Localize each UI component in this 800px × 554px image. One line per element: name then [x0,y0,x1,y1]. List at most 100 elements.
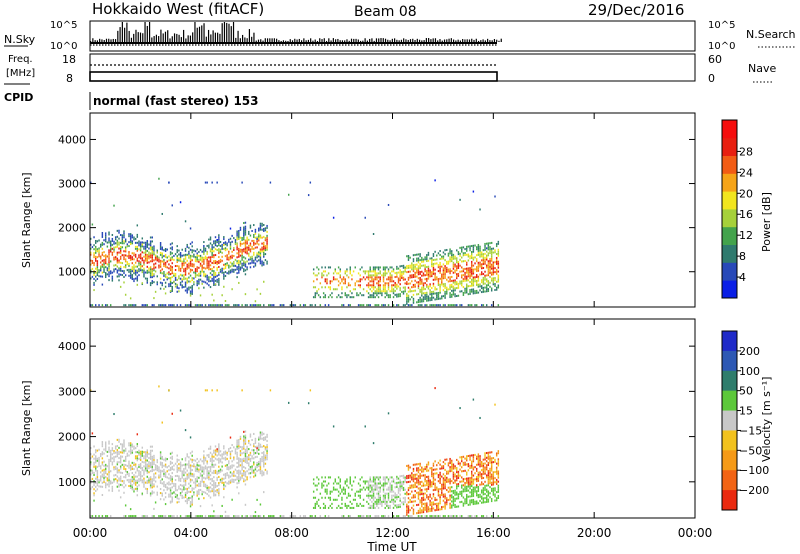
velocity-cell [134,463,137,466]
power-cell [494,195,496,198]
noise-bar [205,36,207,42]
power-cell [98,255,100,258]
power-cell [143,251,145,254]
power-cell [467,279,470,282]
power-cell [479,283,481,286]
velocity-cell [456,483,458,486]
power-cell [457,272,460,275]
power-cell [141,251,144,254]
power-cell [406,298,408,301]
power-cell [475,279,478,282]
power-cell [203,286,205,289]
power-cell [218,244,220,247]
velocity-cell [429,481,431,484]
velocity-cell [128,450,130,453]
power-cell [143,269,145,272]
velocity-cell [216,476,218,479]
velocity-cell [417,495,420,498]
velocity-cell [228,480,230,483]
velocity-cell [226,466,228,469]
power-cell [206,262,208,265]
velocity-cell [113,466,115,469]
power-cell [381,304,383,307]
power-cell [168,304,170,307]
velocity-cell [219,454,222,457]
velocity-cell [456,471,458,474]
velocity-cell [196,484,198,487]
velocity-cell [103,476,105,480]
power-cell [258,239,260,242]
power-cell [184,271,187,274]
noise-bar [217,32,219,42]
velocity-cell [118,457,120,460]
power-cell [101,235,104,238]
power-cell [429,297,431,300]
power-cell [414,253,416,256]
velocity-cell [118,485,120,488]
velocity-cell [426,502,428,505]
power-cell [322,292,325,295]
velocity-cell [96,449,99,452]
velocity-cell [444,501,446,504]
power-cell [394,289,396,292]
power-cell [184,277,187,280]
power-cell [228,264,230,267]
velocity-cell [432,478,435,481]
velocity-cell [111,447,114,450]
power-cell [495,256,498,259]
power-cell [444,259,446,262]
power-cell [176,249,178,252]
power-cell [124,264,127,267]
velocity-cell [208,488,210,491]
power-cell [472,250,475,253]
velocity-cell [144,457,147,460]
velocity-cell [426,490,428,493]
power-cell [226,304,228,307]
power-cell [258,304,260,307]
velocity-cell [96,474,99,477]
velocity-cell [243,459,245,462]
noise-bar [489,40,491,42]
power-cell [261,242,263,245]
power-cell [479,285,481,288]
velocity-cell [454,491,456,494]
velocity-cell [221,457,223,460]
power-cell [366,290,368,293]
power-cell [462,246,465,249]
power-cell [139,265,142,268]
power-cell [169,277,172,280]
velocity-cell [116,481,119,484]
velocity-cell [141,460,144,463]
velocity-cell [204,465,207,468]
velocity-cell [357,490,360,493]
power-cell [244,225,247,228]
power-cell [203,262,205,265]
velocity-cell [248,454,250,457]
power-cell [444,284,446,287]
noise-bar [105,38,108,42]
velocity-cell [236,486,238,489]
velocity-cell [374,476,376,479]
velocity-cell [189,468,192,471]
colorbar-tick-label: 4 [739,271,746,284]
velocity-cell [417,491,420,494]
power-cell [236,232,238,235]
power-cell [485,288,488,291]
power-cell [479,249,481,252]
power-cell [94,275,97,278]
power-cell [451,275,453,278]
velocity-cell [434,472,436,475]
noise-bar [457,39,459,42]
velocity-cell [201,460,203,463]
velocity-cell [429,507,431,511]
power-cell [191,277,193,280]
power-cell [246,246,248,249]
power-cell [422,274,425,277]
power-cell [444,249,446,252]
power-cell [424,304,426,307]
power-cell [226,254,228,257]
power-cell [480,255,483,258]
velocity-cell [241,460,243,463]
velocity-cell [382,484,385,487]
power-cell [392,296,395,299]
